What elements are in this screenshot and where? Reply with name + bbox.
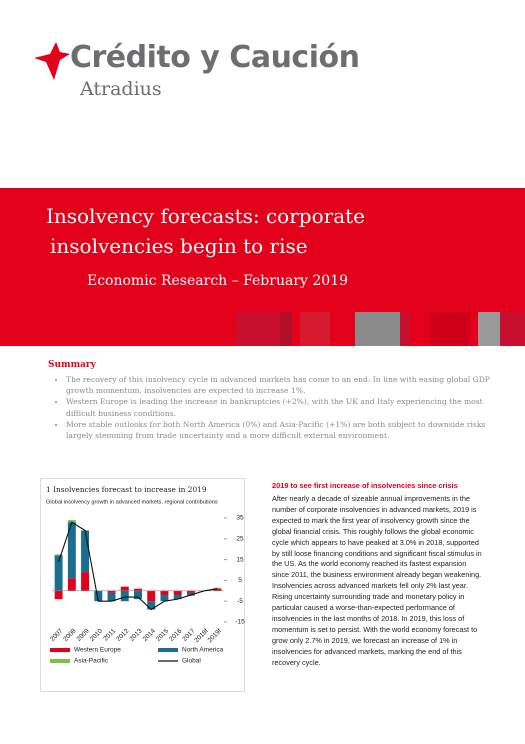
- legend-label: North America: [182, 647, 224, 654]
- x-tick-label: 2018f: [193, 628, 210, 645]
- legend-swatch: [50, 659, 70, 663]
- logo-name: Crédito y Caución: [70, 40, 360, 75]
- article-heading: 2019 to see first increase of insolvenci…: [272, 481, 458, 490]
- x-tick-label: 2007: [49, 627, 64, 642]
- y-tick-label: 35: [236, 515, 244, 522]
- banner-pattern: [236, 312, 525, 346]
- x-tick-label: 2012: [115, 627, 130, 642]
- x-tick-label: 2015: [155, 627, 170, 642]
- bar-segment: [134, 590, 142, 600]
- bar-segment: [54, 554, 63, 556]
- summary-bullet: The recovery of this insolvency cycle in…: [66, 374, 496, 396]
- chart: 1 Insolvencies forecast to increase in 2…: [40, 478, 245, 692]
- chart-subtitle: Global insolvency growth in advanced mar…: [46, 499, 218, 505]
- bar-segment: [186, 590, 195, 593]
- banner-subtitle: Economic Research – February 2019: [87, 273, 349, 289]
- bar-segment: [54, 590, 63, 600]
- y-tick-label: 5: [238, 577, 242, 584]
- bar-segment: [120, 586, 129, 591]
- bar-segment: [67, 578, 76, 591]
- banner-title: Insolvency forecasts: corporate: [46, 204, 365, 228]
- legend-label: Western Europe: [74, 647, 121, 654]
- summary-heading: Summary: [48, 360, 96, 370]
- banner: Insolvency forecasts: corporate insolven…: [0, 188, 525, 346]
- bar-segment: [107, 592, 116, 602]
- x-tick-label: 2011: [102, 627, 117, 642]
- bar-segment: [213, 588, 222, 591]
- x-tick-label: 2009: [76, 627, 91, 642]
- bar-segment: [160, 594, 169, 602]
- legend-swatch: [50, 648, 70, 652]
- chart-frame: [40, 478, 245, 692]
- bar-segment: [67, 520, 76, 523]
- legend-label: Asia-Pacific: [74, 658, 109, 665]
- x-tick-label: 2014: [142, 627, 157, 642]
- banner-title: insolvencies begin to rise: [50, 234, 308, 258]
- bar-segment: [107, 590, 116, 593]
- summary-bullet: More stable outlooks for both North Amer…: [66, 419, 496, 441]
- bar-segment: [173, 594, 182, 600]
- chart-title: 1 Insolvencies forecast to increase in 2…: [46, 485, 207, 494]
- bar-segment: [54, 555, 63, 591]
- x-tick-label: 2013: [128, 627, 143, 642]
- bar-segment: [160, 590, 169, 595]
- bar-segment: [147, 601, 156, 610]
- legend-label: Global: [182, 658, 201, 665]
- summary-list: The recovery of this insolvency cycle in…: [48, 374, 496, 441]
- bar-segment: [213, 587, 222, 589]
- bar-segment: [67, 522, 76, 579]
- bar-segment: [81, 530, 90, 573]
- bar-segment: [120, 590, 129, 602]
- bar-segment: [186, 592, 195, 595]
- bar-segment: [173, 590, 182, 595]
- y-tick-label: 25: [236, 536, 244, 543]
- x-tick-label: 2008: [62, 627, 77, 642]
- line-series: [58, 521, 218, 611]
- summary-bullet: Western Europe is leading the increase i…: [66, 396, 496, 418]
- article-body: After nearly a decade of sizeable annual…: [272, 494, 482, 667]
- logo-mark: [34, 42, 70, 80]
- bar-segment: [147, 590, 156, 602]
- logo-sub: Atradius: [80, 78, 162, 100]
- bar-segment: [134, 588, 142, 591]
- y-tick-label: -15: [235, 619, 245, 626]
- x-tick-label: 2016: [168, 627, 183, 642]
- bar-segment: [94, 590, 103, 602]
- bar-segment: [81, 572, 90, 591]
- legend-swatch: [158, 648, 178, 652]
- x-tick-label: 2019f: [207, 628, 224, 645]
- x-tick-label: 2010: [89, 627, 104, 642]
- y-tick-label: 15: [236, 556, 244, 563]
- y-tick-label: -5: [237, 598, 243, 605]
